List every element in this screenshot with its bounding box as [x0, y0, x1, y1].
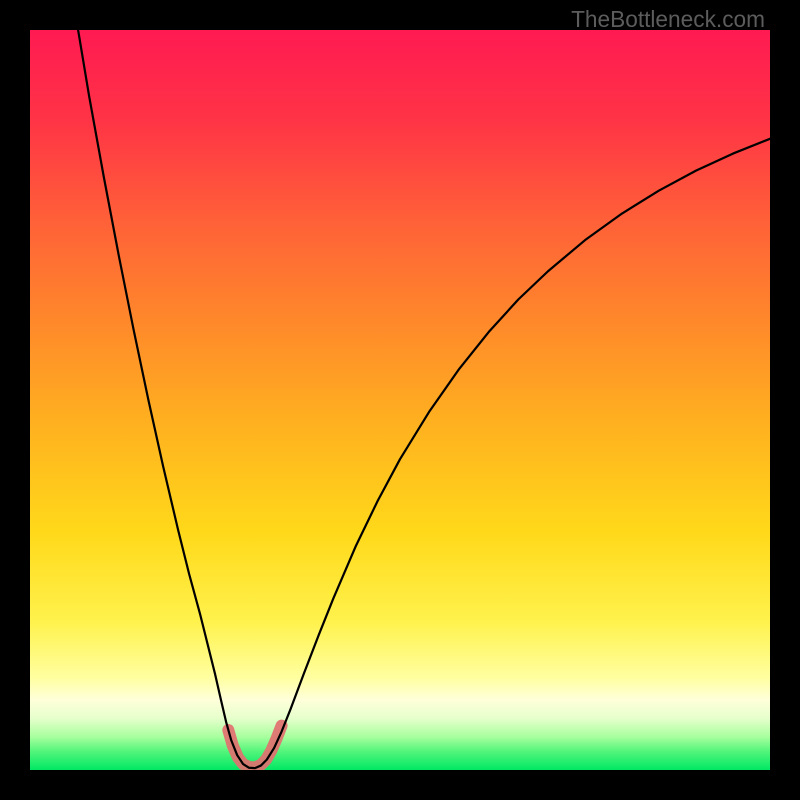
bottleneck-curve [78, 30, 770, 768]
chart-svg [30, 30, 770, 770]
watermark-text: TheBottleneck.com [571, 6, 765, 33]
chart-frame: TheBottleneck.com [0, 0, 800, 800]
plot-area [30, 30, 770, 770]
